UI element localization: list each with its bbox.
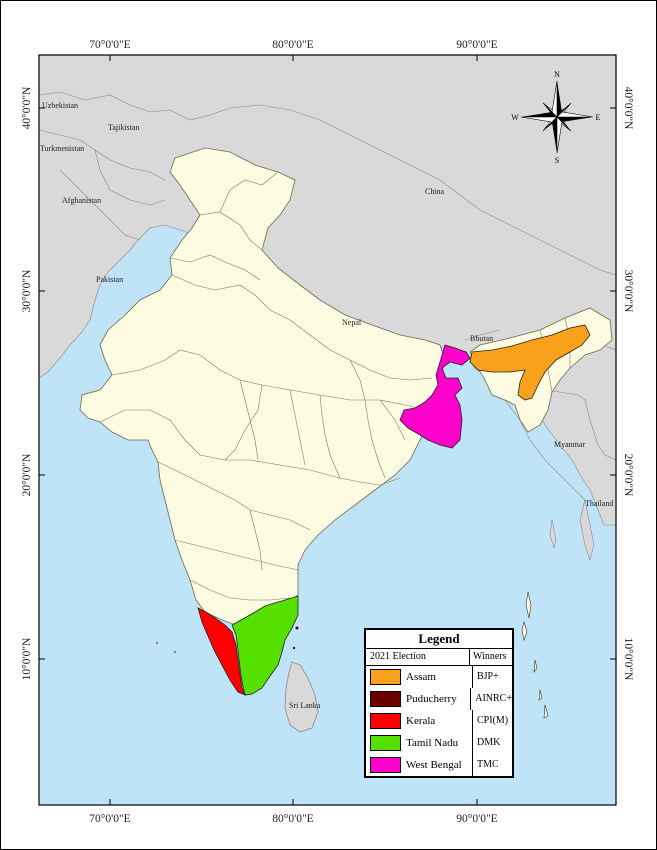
label-uzbekistan: Uzbekistan bbox=[42, 101, 78, 110]
legend-row-west-bengal: West Bengal TMC bbox=[366, 754, 512, 776]
compass-e: E bbox=[596, 113, 601, 122]
graticule-ticks bbox=[39, 55, 616, 805]
lat-ticks-right: 40°0'0"N 30°0'0"N 20°0'0"N 10°0'0"N bbox=[622, 87, 634, 681]
legend-state: Kerala bbox=[406, 715, 436, 727]
compass-s: S bbox=[555, 156, 559, 165]
label-tajikistan: Tajikistan bbox=[108, 123, 139, 132]
legend-row-puducherry: Puducherry AINRC+ bbox=[366, 688, 512, 710]
swatch-west-bengal bbox=[370, 757, 401, 773]
legend-winner: CPI(M) bbox=[472, 710, 508, 732]
lon-tick-70-top: 70°0'0"E bbox=[89, 39, 130, 51]
kerala bbox=[197, 607, 246, 696]
andaman-coast bbox=[549, 519, 557, 550]
legend-rows: Assam BJP+ Puducherry AINRC+ Kerala CPI(… bbox=[366, 666, 512, 776]
lon-tick-90-top: 90°0'0"E bbox=[456, 39, 497, 51]
tamil-nadu bbox=[231, 595, 299, 696]
lat-ticks-left: 40°0'0"N 30°0'0"N 20°0'0"N 10°0'0"N bbox=[21, 86, 33, 680]
label-sri-lanka: Sri Lanka bbox=[289, 701, 321, 710]
border-lines bbox=[38, 91, 617, 501]
lat-tick-30-right: 30°0'0"N bbox=[622, 270, 634, 313]
lat-tick-10-right: 10°0'0"N bbox=[622, 638, 634, 681]
lon-tick-80-top: 80°0'0"E bbox=[272, 39, 313, 51]
puducherry bbox=[292, 626, 299, 650]
label-bhutan: Bhutan bbox=[470, 334, 493, 343]
lakshadweep bbox=[155, 641, 177, 654]
andaman-islands bbox=[521, 591, 549, 719]
label-pakistan: Pakistan bbox=[96, 275, 123, 284]
swatch-kerala bbox=[370, 713, 401, 729]
label-myanmar: Myanmar bbox=[554, 440, 585, 449]
label-afghanistan: Afghanistan bbox=[62, 196, 101, 205]
legend-title: Legend bbox=[366, 630, 512, 649]
lat-tick-10-left: 10°0'0"N bbox=[21, 637, 33, 680]
legend-header: 2021 Election Winners bbox=[366, 649, 512, 666]
compass-n: N bbox=[554, 70, 560, 79]
legend-state: West Bengal bbox=[406, 759, 462, 771]
lat-tick-40-right: 40°0'0"N bbox=[622, 87, 634, 130]
label-china: China bbox=[425, 187, 445, 196]
legend-row-kerala: Kerala CPI(M) bbox=[366, 710, 512, 732]
compass-rose: N S E W bbox=[511, 70, 600, 165]
legend-row-assam: Assam BJP+ bbox=[366, 666, 512, 688]
lat-tick-40-left: 40°0'0"N bbox=[21, 86, 33, 129]
lat-tick-20-right: 20°0'0"N bbox=[622, 454, 634, 497]
lat-tick-20-left: 20°0'0"N bbox=[21, 453, 33, 496]
lon-ticks-bottom: 70°0'0"E 80°0'0"E 90°0'0"E bbox=[89, 813, 497, 825]
legend-col-election: 2021 Election bbox=[366, 649, 470, 665]
legend-state: Assam bbox=[406, 671, 436, 683]
sri-lanka bbox=[284, 661, 319, 733]
compass-w: W bbox=[511, 113, 519, 122]
legend: Legend 2021 Election Winners Assam BJP+ … bbox=[364, 628, 514, 778]
map-frame bbox=[38, 54, 617, 806]
map-area bbox=[38, 54, 617, 806]
legend-winner: TMC bbox=[472, 754, 499, 776]
assam bbox=[469, 324, 591, 401]
label-thailand: Thailand bbox=[585, 499, 613, 508]
thailand-coast bbox=[579, 499, 595, 562]
legend-col-winners: Winners bbox=[473, 651, 507, 662]
legend-row-tamil-nadu: Tamil Nadu DMK bbox=[366, 732, 512, 754]
lat-tick-30-left: 30°0'0"N bbox=[21, 269, 33, 312]
swatch-assam bbox=[370, 669, 401, 685]
label-nepal: Nepal bbox=[342, 318, 362, 327]
legend-winner: BJP+ bbox=[472, 666, 499, 688]
legend-winner: AINRC+ bbox=[470, 688, 512, 710]
lon-tick-80-bottom: 80°0'0"E bbox=[272, 813, 313, 825]
legend-winner: DMK bbox=[472, 732, 500, 754]
lon-ticks-top: 70°0'0"E 80°0'0"E 90°0'0"E bbox=[89, 39, 497, 51]
swatch-puducherry bbox=[370, 691, 401, 707]
label-turkmenistan: Turkmenistan bbox=[40, 144, 84, 153]
legend-state: Puducherry bbox=[406, 693, 457, 705]
west-bengal bbox=[399, 344, 471, 449]
swatch-tamil-nadu bbox=[370, 735, 401, 751]
lon-tick-70-bottom: 70°0'0"E bbox=[89, 813, 130, 825]
lon-tick-90-bottom: 90°0'0"E bbox=[456, 813, 497, 825]
compass-cardinals bbox=[520, 80, 594, 154]
legend-state: Tamil Nadu bbox=[406, 737, 459, 749]
state-borders bbox=[99, 171, 571, 601]
country-labels: Uzbekistan Tajikistan Turkmenistan Afgha… bbox=[40, 101, 613, 710]
